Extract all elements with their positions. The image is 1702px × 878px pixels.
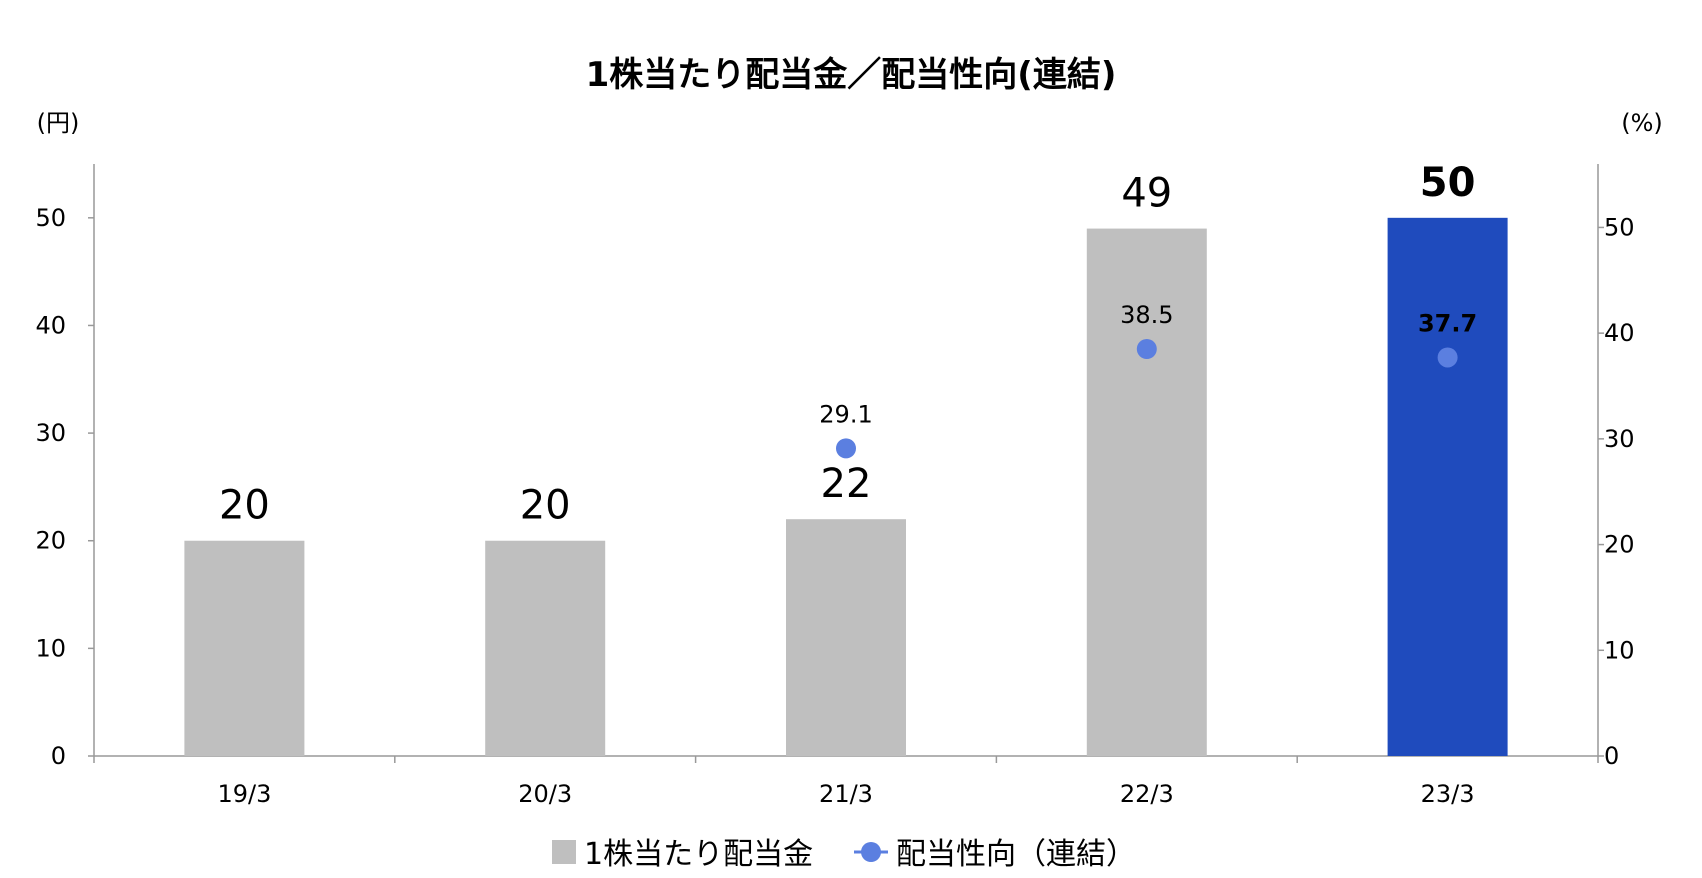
dividend-bar-label: 49 [1121, 171, 1172, 217]
left-tick-label: 0 [51, 742, 66, 770]
legend-label-payout: 配当性向（連結） [896, 837, 1136, 872]
right-tick-label: 30 [1604, 425, 1635, 453]
dividend-bar-label: 50 [1420, 160, 1476, 206]
payout-ratio-label: 37.7 [1418, 309, 1477, 337]
right-tick-label: 0 [1604, 742, 1619, 770]
dividend-bar [1086, 228, 1207, 757]
legend-label-dividend: 1株当たり配当金 [584, 837, 813, 872]
left-tick-label: 30 [35, 419, 66, 447]
payout-ratio-label: 38.5 [1120, 301, 1173, 329]
category-label: 22/3 [1120, 780, 1174, 808]
dividend-bar [485, 540, 606, 756]
right-tick-label: 50 [1604, 213, 1635, 241]
category-label: 20/3 [518, 780, 572, 808]
right-tick-label: 20 [1604, 531, 1635, 559]
right-axis-unit: (%) [1621, 109, 1663, 137]
left-tick-label: 10 [35, 634, 66, 662]
payout-ratio-point [1136, 339, 1157, 359]
legend-swatch-dot [861, 842, 881, 862]
left-axis-unit: (円) [37, 109, 80, 137]
category-label: 21/3 [819, 780, 873, 808]
left-tick-label: 50 [35, 204, 66, 232]
payout-ratio-point [1437, 347, 1458, 368]
left-tick-label: 40 [35, 311, 66, 339]
category-label: 19/3 [217, 780, 271, 808]
payout-ratio-label: 29.1 [819, 400, 872, 428]
category-label: 23/3 [1421, 780, 1475, 808]
dividend-bar [184, 540, 305, 756]
legend: 1株当たり配当金 配当性向（連結） [552, 837, 1136, 872]
dividend-bar [1387, 217, 1508, 756]
right-tick-label: 10 [1604, 636, 1635, 664]
right-tick-label: 40 [1604, 319, 1635, 347]
dividend-bar-label: 20 [520, 483, 571, 529]
plot-area: 0 10 20 30 40 50 0 10 20 30 40 50 20 19/3 20 20/3 22 21/3… [35, 160, 1634, 808]
dividend-bar [786, 519, 906, 756]
dividend-bar-label: 22 [821, 461, 872, 507]
chart-title: 1株当たり配当金／配当性向(連結) [586, 55, 1117, 95]
payout-ratio-point [836, 438, 856, 459]
dividend-bar-label: 20 [219, 483, 270, 529]
left-tick-label: 20 [35, 527, 66, 555]
legend-swatch-bar [552, 840, 576, 864]
